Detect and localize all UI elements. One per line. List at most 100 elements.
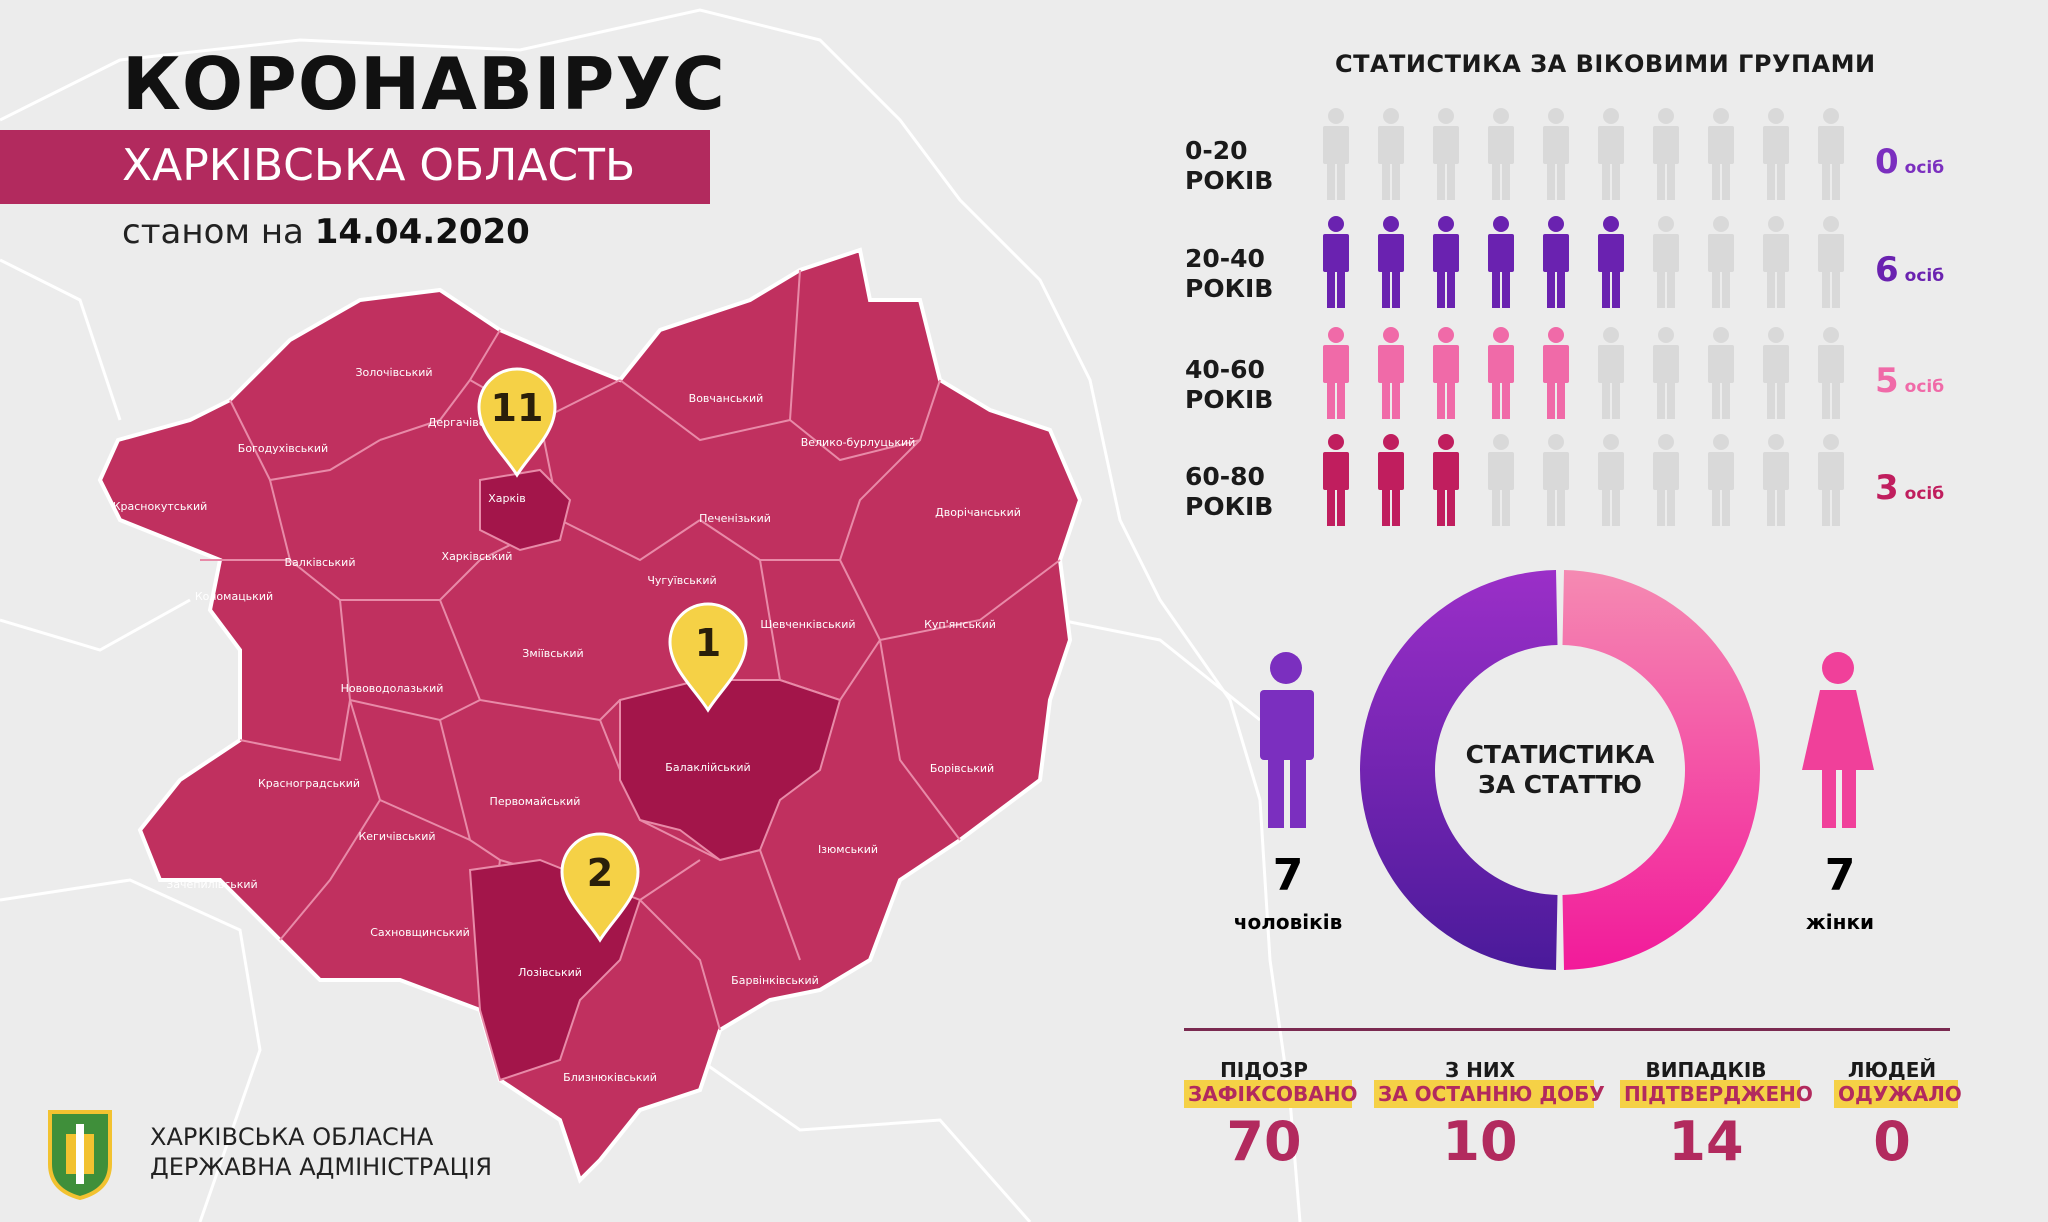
summary-head: ВИПАДКІВ (1645, 1058, 1767, 1082)
person-icon (1763, 216, 1789, 308)
age-group-label: 0-20 РОКІВ (1185, 136, 1273, 196)
map-pin-icon (668, 602, 748, 713)
district-label: Кегичівський (358, 830, 435, 843)
person-icon (1708, 108, 1734, 200)
district-label: Краснокутський (113, 500, 208, 513)
person-icon (1488, 216, 1514, 308)
agency-line-1: ХАРКІВСЬКА ОБЛАСНА (150, 1123, 434, 1151)
age-suffix: РОКІВ (1185, 274, 1274, 303)
person-icon (1378, 327, 1404, 419)
age-group-icons (1323, 434, 1844, 526)
age-group-icons (1323, 108, 1844, 200)
women-count: 7 (1824, 850, 1856, 901)
person-icon (1433, 434, 1459, 526)
person-icon (1378, 434, 1404, 526)
person-icon (1488, 327, 1514, 419)
district-balakliia-highlight (619, 679, 842, 862)
district-label: Валківський (285, 556, 356, 569)
age-suffix: РОКІВ (1185, 166, 1274, 195)
person-icon (1763, 434, 1789, 526)
summary-value: 10 (1442, 1110, 1518, 1173)
district-label: Лозівський (518, 966, 582, 979)
pin-count: 1 (695, 621, 721, 665)
age-range: 40-60 (1185, 355, 1265, 384)
region-banner: ХАРКІВСЬКА ОБЛАСТЬ (0, 130, 710, 204)
sex-donut-chart (1360, 570, 1760, 970)
age-group-count: 0 осіб (1875, 142, 1944, 182)
sex-stats-title-line-1: СТАТИСТИКА (1465, 740, 1655, 769)
age-group-label: 40-60 РОКІВ (1185, 355, 1273, 415)
person-icon (1433, 108, 1459, 200)
age-group-icons (1323, 216, 1844, 308)
summary-tag: ЗАФІКСОВАНО (1184, 1080, 1357, 1108)
person-icon (1323, 216, 1349, 308)
person-icon (1818, 216, 1844, 308)
sex-stats-title-line-2: ЗА СТАТТЮ (1477, 770, 1642, 799)
age-group-icons (1323, 327, 1844, 419)
age-group-label: 60-80 РОКІВ (1185, 462, 1273, 522)
date-line: станом на 14.04.2020 (122, 212, 530, 252)
person-icon (1543, 108, 1569, 200)
person-icon (1323, 108, 1349, 200)
female-icon (1802, 652, 1874, 828)
district-label: Чугуївський (647, 574, 716, 587)
donut-segment-men (1360, 570, 1558, 970)
person-icon (1763, 108, 1789, 200)
summary-value: 70 (1226, 1110, 1302, 1173)
district-label: Нововодолазький (341, 682, 444, 695)
region-name: ХАРКІВСЬКА ОБЛАСТЬ (122, 140, 636, 191)
district-label: Близнюківський (563, 1071, 657, 1084)
region-map: ЗолочівськийДергачівськийБогодухівськийК… (97, 247, 1083, 1184)
district-label: Печенізький (699, 512, 771, 525)
person-icon (1708, 216, 1734, 308)
age-count-number: 5 (1875, 361, 1899, 401)
person-icon (1598, 216, 1624, 308)
person-icon (1653, 216, 1679, 308)
summary-tag: ОДУЖАЛО (1834, 1080, 1962, 1108)
district-label: Богодухівський (238, 442, 328, 455)
age-group-label: 20-40 РОКІВ (1185, 244, 1273, 304)
person-icon (1543, 327, 1569, 419)
summary-head: ПІДОЗР (1220, 1058, 1308, 1082)
district-label: Харків (488, 492, 525, 505)
case-pin: 11 (477, 367, 557, 478)
summary-tag: ЗА ОСТАННЮ ДОБУ (1374, 1080, 1605, 1108)
age-range: 60-80 (1185, 462, 1265, 491)
district-label: Сахновщинський (370, 926, 470, 939)
age-group-count: 3 осіб (1875, 468, 1944, 508)
case-pin: 2 (560, 832, 640, 943)
agency-line-2: ДЕРЖАВНА АДМІНІСТРАЦІЯ (150, 1153, 492, 1181)
male-icon (1260, 652, 1314, 828)
person-icon (1488, 108, 1514, 200)
age-range: 0-20 (1185, 136, 1248, 165)
age-count-unit: осіб (1904, 158, 1945, 178)
district-label: Вовчанський (689, 392, 764, 405)
district-label: Коломацький (195, 590, 273, 603)
women-label: жінки (1805, 910, 1875, 934)
age-suffix: РОКІВ (1185, 385, 1274, 414)
person-icon (1598, 108, 1624, 200)
person-icon (1653, 108, 1679, 200)
age-count-unit: осіб (1904, 484, 1945, 504)
district-label: Дворічанський (935, 506, 1021, 519)
page-title: КОРОНАВІРУС (122, 42, 726, 126)
person-icon (1323, 434, 1349, 526)
person-icon (1818, 108, 1844, 200)
person-icon (1763, 327, 1789, 419)
age-count-number: 6 (1875, 250, 1899, 290)
person-icon (1433, 327, 1459, 419)
district-label: Борівський (930, 762, 994, 775)
age-count-unit: осіб (1904, 266, 1945, 286)
person-icon (1653, 434, 1679, 526)
region-outline (97, 247, 1083, 1184)
age-count-number: 3 (1875, 468, 1899, 508)
report-date: 14.04.2020 (314, 212, 530, 252)
person-icon (1708, 434, 1734, 526)
summary-divider (1184, 1028, 1950, 1031)
district-label: Харківський (442, 550, 513, 563)
summary-value: 0 (1873, 1110, 1911, 1173)
district-label: Зачепилівський (166, 878, 257, 891)
age-suffix: РОКІВ (1185, 492, 1274, 521)
person-icon (1598, 327, 1624, 419)
district-label: Красноградський (258, 777, 360, 790)
